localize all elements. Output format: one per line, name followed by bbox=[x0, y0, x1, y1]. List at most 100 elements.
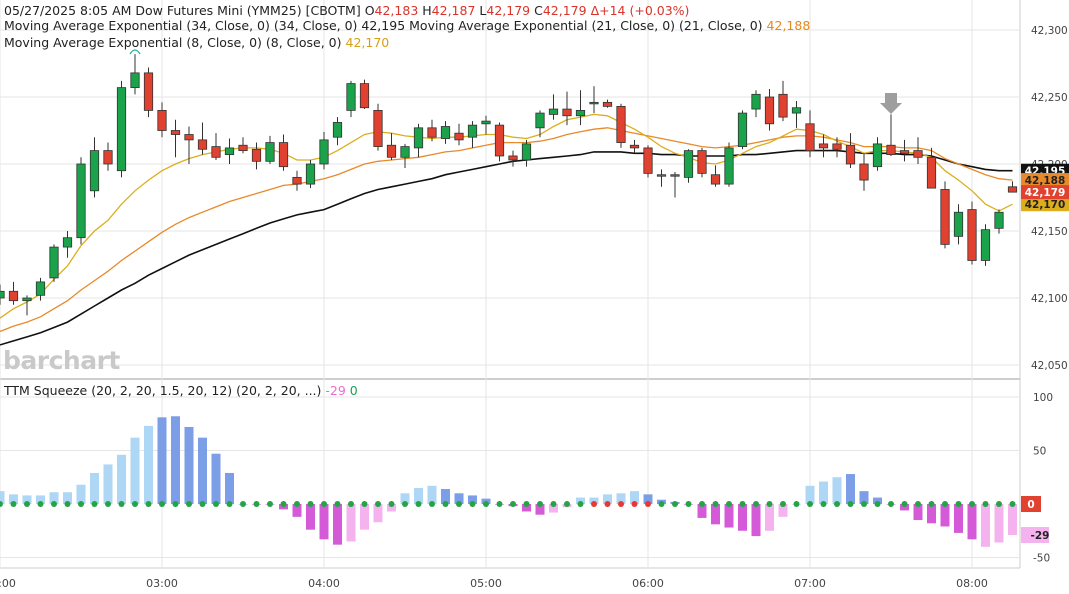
histogram-bar bbox=[346, 504, 356, 542]
histogram-bar bbox=[630, 491, 639, 504]
candle-body bbox=[737, 112, 748, 147]
histogram-bar bbox=[0, 491, 5, 504]
squeeze-dot bbox=[0, 501, 3, 507]
candle bbox=[278, 134, 289, 171]
candle bbox=[292, 170, 302, 191]
ema8-price-tag-bg bbox=[1021, 197, 1069, 212]
histogram-bar bbox=[373, 504, 383, 523]
squeeze-dot bbox=[51, 501, 57, 507]
candle bbox=[346, 80, 356, 118]
squeeze-dot bbox=[348, 501, 354, 507]
candle bbox=[791, 101, 802, 128]
candle-body bbox=[751, 93, 761, 110]
candle-body bbox=[346, 83, 356, 111]
candle bbox=[629, 139, 640, 154]
ema34-value: 42,195 bbox=[361, 18, 406, 33]
squeeze-dot bbox=[955, 501, 962, 507]
candle bbox=[845, 133, 856, 169]
candle bbox=[737, 110, 748, 150]
ema21-value: 42,188 bbox=[766, 18, 811, 33]
squeeze-dot bbox=[820, 501, 827, 507]
squeeze-dot bbox=[645, 501, 651, 507]
candle-body bbox=[238, 144, 248, 152]
down-arrow-marker bbox=[880, 93, 902, 114]
squeeze-dot bbox=[996, 501, 1002, 507]
squeeze-dot bbox=[834, 501, 840, 507]
histogram-bar bbox=[184, 426, 194, 504]
squeeze-dot bbox=[672, 501, 678, 507]
squeeze-last-tag-text: -29 bbox=[1031, 530, 1050, 542]
candle-body bbox=[1007, 186, 1018, 193]
candle-body bbox=[157, 110, 167, 131]
squeeze-dot bbox=[510, 501, 516, 507]
squeeze-last-tag-bg bbox=[1021, 527, 1049, 544]
candle bbox=[359, 79, 370, 110]
price-tick-label: 42,150 bbox=[1031, 226, 1068, 238]
time-tick-label: 05:00 bbox=[470, 577, 502, 590]
candle-body bbox=[656, 174, 667, 177]
candle-body bbox=[184, 134, 194, 141]
candle bbox=[89, 137, 100, 198]
candle-body bbox=[440, 126, 451, 139]
histogram-bar bbox=[387, 504, 396, 512]
candle-body bbox=[76, 163, 86, 239]
candle-body bbox=[143, 72, 154, 111]
squeeze-dot bbox=[726, 501, 732, 507]
candle-body bbox=[535, 112, 545, 129]
candle bbox=[305, 159, 316, 189]
ema8-label: Moving Average Exponential (8, Close, 0)… bbox=[4, 35, 342, 50]
candle-body bbox=[89, 150, 100, 192]
squeeze-dot bbox=[402, 501, 408, 507]
candle-body bbox=[0, 290, 5, 299]
squeeze-dot bbox=[240, 501, 246, 507]
histogram-bar bbox=[144, 425, 153, 504]
ema-legend-row-1: Moving Average Exponential (34, Close, 0… bbox=[4, 18, 810, 34]
histogram-bar bbox=[468, 495, 477, 504]
squeeze-dot bbox=[591, 501, 597, 507]
candle-body bbox=[602, 101, 613, 107]
histogram-bar bbox=[913, 504, 923, 521]
squeeze-dot bbox=[78, 501, 84, 507]
candle bbox=[778, 80, 788, 122]
candle-body bbox=[22, 297, 32, 302]
histogram-bar bbox=[414, 487, 423, 504]
candle-body bbox=[926, 156, 937, 189]
candle bbox=[467, 121, 478, 148]
candle bbox=[103, 142, 113, 171]
ema-legend-row-2: Moving Average Exponential (8, Close, 0)… bbox=[4, 35, 389, 51]
candle bbox=[940, 181, 950, 249]
candle-body bbox=[427, 127, 437, 138]
candle bbox=[184, 126, 194, 164]
squeeze-dot bbox=[685, 501, 692, 507]
ema21-line bbox=[0, 127, 1013, 333]
squeeze-dot bbox=[577, 501, 584, 507]
candle-body bbox=[818, 143, 829, 149]
price-tick-label: 42,300 bbox=[1031, 25, 1068, 37]
candle bbox=[953, 204, 964, 245]
candle bbox=[886, 114, 896, 156]
candle bbox=[994, 209, 1004, 234]
squeeze-zero-tag-bg bbox=[1021, 496, 1041, 512]
candle bbox=[656, 169, 667, 187]
candle-body bbox=[103, 150, 113, 165]
candle-body bbox=[521, 143, 532, 161]
histogram-bar bbox=[522, 504, 531, 512]
candle-body bbox=[49, 246, 59, 279]
squeeze-dot bbox=[807, 501, 813, 507]
squeeze-dot bbox=[172, 501, 179, 507]
candle bbox=[899, 139, 910, 162]
high-label: H bbox=[422, 3, 432, 18]
histogram-bar bbox=[306, 504, 315, 530]
candle-body bbox=[643, 147, 653, 174]
candle bbox=[521, 139, 532, 167]
candle bbox=[872, 137, 883, 171]
candle bbox=[616, 103, 626, 148]
histogram-bar bbox=[616, 493, 626, 504]
candle bbox=[548, 94, 559, 120]
squeeze-dot bbox=[969, 501, 975, 507]
ema34-label: Moving Average Exponential (34, Close, 0… bbox=[4, 18, 358, 33]
candle-body bbox=[670, 174, 680, 177]
squeeze-dot bbox=[37, 501, 44, 507]
squeeze-dot bbox=[793, 501, 800, 507]
